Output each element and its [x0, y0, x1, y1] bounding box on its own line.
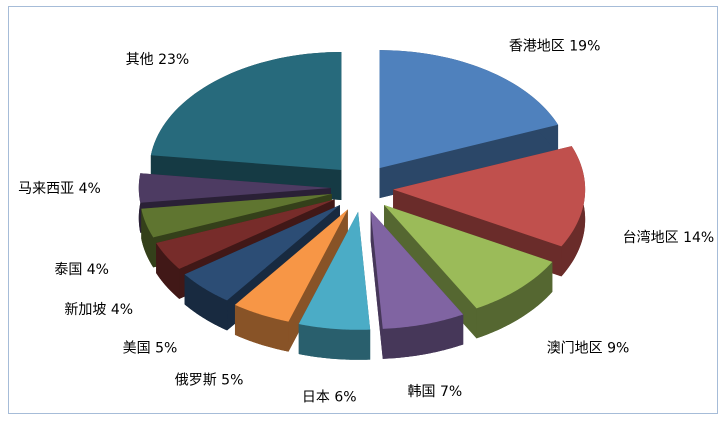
- pie-slice-side: [156, 243, 180, 299]
- pie-slice-top: [234, 209, 348, 322]
- pie-slice-side: [382, 314, 464, 359]
- pie-slice-top: [370, 211, 464, 329]
- data-label: 韩国 7%: [408, 384, 463, 400]
- data-label: 美国 5%: [123, 341, 178, 357]
- pie-slice-4: [298, 211, 371, 360]
- data-label: 其他 23%: [126, 52, 190, 68]
- pie-slice-top: [298, 211, 371, 330]
- pie-slice-0: [379, 50, 559, 199]
- data-label: 香港地区 19%: [509, 39, 601, 55]
- pie-slice-3: [370, 211, 464, 359]
- pie-slice-top: [384, 204, 553, 309]
- pie-slice-side: [370, 211, 383, 359]
- pie-slice-top: [141, 193, 332, 238]
- pie-slice-top: [138, 173, 331, 203]
- pie-slice-side: [379, 124, 559, 199]
- data-label: 日本 6%: [302, 390, 357, 406]
- data-label: 台湾地区 14%: [623, 229, 715, 246]
- data-label: 澳门地区 9%: [547, 341, 630, 357]
- pie-slice-top: [150, 51, 342, 170]
- data-label: 新加坡 4%: [64, 302, 133, 318]
- pie-slice-2: [384, 204, 553, 339]
- pie-slice-side: [298, 324, 371, 360]
- pie-slice-top: [184, 204, 340, 301]
- data-label: 泰国 4%: [54, 262, 109, 278]
- pie-slice-side: [184, 274, 228, 331]
- pie-slice-side: [476, 261, 553, 339]
- data-label: 俄罗斯 5%: [175, 372, 244, 388]
- pie-slice-top: [156, 199, 335, 269]
- pie-slice-top: [393, 146, 586, 247]
- pie-slice-side: [141, 208, 154, 268]
- data-label: 马来西亚 4%: [18, 181, 101, 197]
- pie-slice-top: [379, 50, 559, 169]
- pie-slice-side: [234, 304, 289, 352]
